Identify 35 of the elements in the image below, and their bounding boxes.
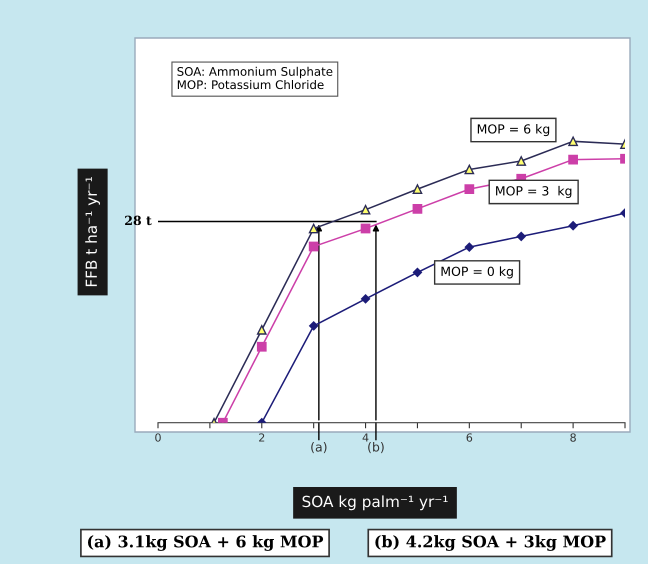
x-tick-label: 8: [570, 433, 576, 442]
text: SOA: Ammonium Sulphate MOP: Potassium Chloride: [177, 66, 332, 90]
point: [464, 184, 474, 194]
x-tick-label: 0: [155, 433, 161, 442]
point: [256, 324, 267, 335]
point: [412, 204, 422, 214]
ref-line-label: 28 t: [125, 216, 152, 226]
x-tick-label: 2: [259, 433, 264, 442]
ref-line-label: (a): [311, 442, 326, 454]
series-label: MOP = 3 kg: [496, 186, 572, 198]
x-tick-label: 4: [362, 433, 368, 442]
y-axis-title: FFB t ha⁻¹ yr⁻¹: [85, 177, 100, 286]
point: [360, 294, 370, 304]
x-tick-label: 6: [466, 433, 472, 442]
series-label: MOP = 0 kg: [442, 266, 513, 278]
x-axis-title: SOA kg palm⁻¹ yr⁻¹: [302, 495, 448, 510]
series-label: MOP = 6 kg: [478, 124, 550, 136]
point: [568, 136, 578, 146]
point: [568, 221, 578, 230]
point: [309, 321, 318, 331]
point: [360, 224, 370, 234]
point: [412, 268, 422, 278]
point: [464, 164, 474, 174]
point: [464, 242, 474, 252]
point: [412, 184, 422, 194]
point: [308, 242, 319, 252]
point: [256, 342, 267, 352]
point: [568, 154, 578, 164]
point: [360, 204, 370, 215]
point: [516, 156, 526, 166]
ref-line-label: (b): [368, 442, 384, 454]
point: [308, 224, 319, 234]
text: (b) 4.2kg SOA + 3kg MOP: [375, 535, 606, 551]
point: [516, 232, 526, 242]
text: (a) 3.1kg SOA + 6 kg MOP: [88, 535, 324, 551]
